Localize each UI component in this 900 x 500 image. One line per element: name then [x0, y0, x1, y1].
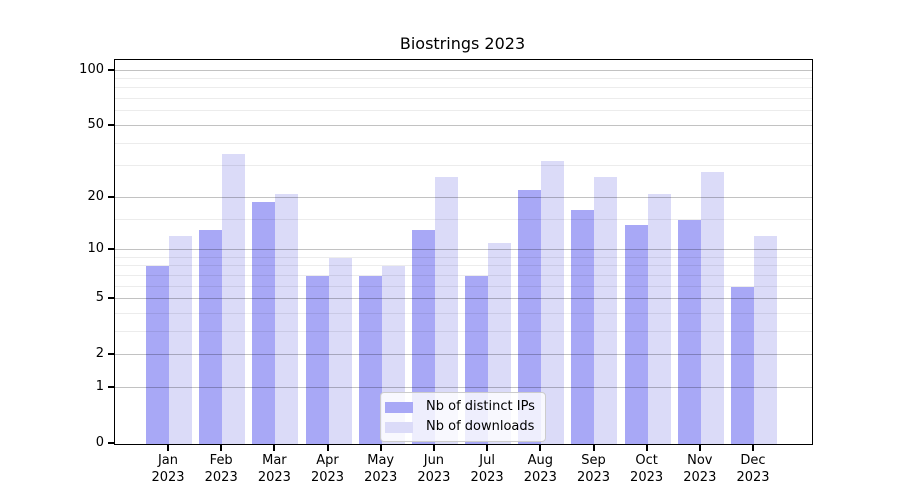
legend-item-distinct-ips: Nb of distinct IPs [385, 399, 535, 415]
x-tick-label-dec: Dec 2023 [736, 453, 770, 485]
bar-jan-distinct-ips [146, 266, 169, 444]
minor-gridline-7 [115, 274, 812, 276]
bar-jun-downloads [434, 177, 458, 444]
legend-label-distinct-ips: Nb of distinct IPs [426, 399, 535, 414]
minor-gridline-6 [115, 285, 812, 287]
legend-swatch-downloads [385, 421, 413, 433]
y-tick-100 [108, 68, 114, 71]
x-tick-sep [592, 445, 595, 451]
x-tick-feb [220, 445, 223, 451]
major-gridline-100 [115, 69, 812, 71]
major-gridline-20 [115, 196, 812, 198]
x-tick-label-mar: Mar 2023 [257, 453, 291, 485]
y-tick-50 [108, 123, 114, 126]
minor-gridline-90 [115, 77, 812, 79]
bar-jun-distinct-ips [411, 230, 435, 444]
y-tick-label-5: 5 [95, 290, 104, 305]
x-tick-label-jun: Jun 2023 [417, 453, 451, 485]
plot-area: Nb of distinct IPs Nb of downloads [114, 59, 813, 445]
minor-gridline-70 [115, 98, 812, 99]
bar-mar-distinct-ips [252, 201, 276, 444]
y-tick-label-0: 0 [95, 435, 104, 450]
minor-gridline-60 [115, 110, 812, 112]
x-tick-label-may: May 2023 [364, 453, 398, 485]
x-tick-label-sep: Sep 2023 [576, 453, 611, 485]
major-gridline-50 [115, 124, 812, 126]
bar-feb-downloads [222, 154, 246, 444]
y-tick-label-10: 10 [87, 240, 104, 256]
x-tick-label-aug: Aug 2023 [523, 453, 557, 485]
y-tick-label-2: 2 [95, 346, 104, 362]
y-tick-label-20: 20 [87, 188, 104, 204]
major-gridline-1 [115, 386, 812, 388]
y-tick-20 [108, 195, 114, 198]
bar-sep-distinct-ips [571, 210, 595, 444]
minor-gridline-9 [115, 256, 812, 258]
legend: Nb of distinct IPs Nb of downloads [380, 392, 546, 442]
minor-gridline-30 [115, 165, 812, 167]
bar-oct-downloads [647, 193, 671, 444]
y-tick-label-50: 50 [87, 116, 104, 132]
y-tick-10 [108, 247, 114, 250]
major-gridline-2 [115, 354, 812, 356]
bar-dec-downloads [754, 236, 777, 444]
bar-feb-distinct-ips [199, 230, 223, 444]
y-tick-5 [108, 297, 114, 299]
bar-oct-distinct-ips [624, 224, 648, 444]
minor-gridline-8 [115, 265, 812, 267]
x-tick-aug [539, 445, 542, 451]
y-tick-label-1: 1 [95, 378, 104, 394]
y-tick-0 [108, 442, 114, 444]
bar-jan-downloads [169, 236, 192, 444]
x-tick-oct [645, 445, 648, 451]
x-tick-label-feb: Feb 2023 [204, 453, 238, 485]
chart-title: Biostrings 2023 [399, 34, 526, 53]
bar-nov-distinct-ips [677, 219, 701, 444]
major-gridline-10 [115, 248, 812, 250]
x-tick-label-jul: Jul 2023 [470, 453, 504, 485]
major-gridline-5 [115, 298, 812, 299]
y-tick-1 [108, 385, 114, 388]
minor-gridline-3 [115, 330, 812, 332]
minor-gridline-80 [115, 87, 812, 89]
bar-may-distinct-ips [358, 275, 382, 444]
y-tick-2 [108, 353, 114, 356]
bar-apr-downloads [328, 257, 352, 444]
minor-gridline-4 [115, 312, 812, 314]
x-tick-may [379, 445, 382, 451]
bar-mar-downloads [275, 193, 299, 444]
bar-nov-downloads [700, 171, 724, 444]
minor-gridline-15 [115, 218, 812, 220]
x-tick-mar [273, 445, 276, 451]
x-tick-label-jan: Jan 2023 [151, 453, 185, 485]
bar-aug-downloads [541, 161, 565, 444]
x-tick-label-apr: Apr 2023 [310, 453, 345, 485]
x-tick-nov [698, 445, 701, 451]
bar-sep-downloads [594, 177, 618, 444]
legend-label-downloads: Nb of downloads [426, 419, 535, 434]
bar-apr-distinct-ips [305, 275, 329, 444]
legend-swatch-distinct-ips [385, 401, 413, 413]
bar-dec-distinct-ips [731, 286, 754, 444]
x-tick-jan [167, 445, 169, 451]
bar-aug-distinct-ips [518, 190, 542, 444]
minor-gridline-40 [115, 142, 812, 144]
legend-item-downloads: Nb of downloads [385, 419, 535, 435]
x-tick-jul [486, 445, 489, 451]
x-tick-dec [752, 445, 754, 451]
x-tick-label-nov: Nov 2023 [683, 453, 717, 485]
x-tick-apr [326, 445, 329, 451]
y-tick-label-100: 100 [79, 61, 104, 77]
x-tick-label-oct: Oct 2023 [630, 453, 664, 485]
x-tick-jun [432, 445, 435, 451]
